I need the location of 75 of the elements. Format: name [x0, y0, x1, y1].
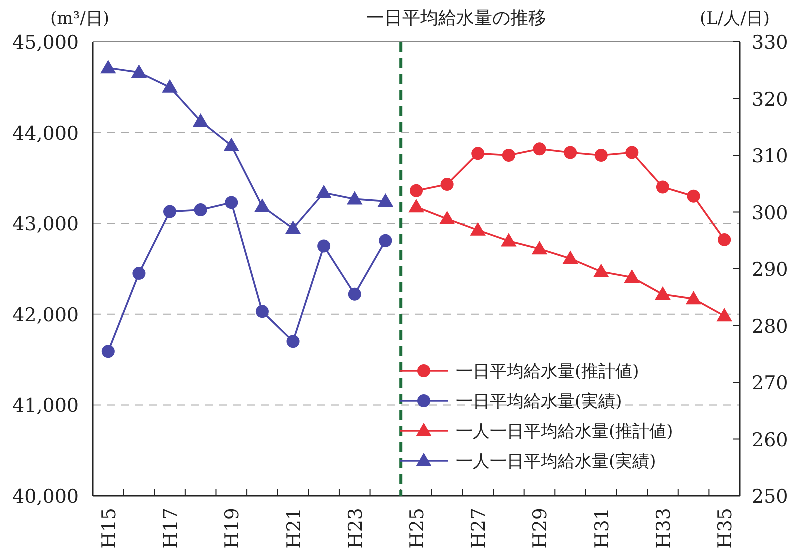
- point: [379, 234, 392, 248]
- point: [225, 196, 238, 210]
- y2-tick-label: 330: [752, 32, 788, 54]
- x-tick-label: H33: [652, 508, 675, 549]
- point: [254, 199, 270, 212]
- point: [224, 138, 240, 152]
- point: [132, 65, 147, 78]
- point: [440, 178, 454, 192]
- y-tick-label: 42,000: [12, 304, 79, 326]
- point: [470, 222, 486, 236]
- point: [100, 60, 116, 74]
- point: [256, 305, 269, 318]
- point: [378, 194, 394, 207]
- y2-tick-label: 250: [752, 486, 788, 508]
- point: [532, 242, 548, 255]
- point: [717, 308, 732, 322]
- point: [686, 292, 702, 305]
- point: [286, 335, 300, 348]
- y2-tick-label: 270: [752, 372, 788, 394]
- y-axis-title: (m³/日): [50, 9, 110, 29]
- y-tick-label: 40,000: [12, 486, 79, 508]
- x-tick-label: H29: [530, 508, 552, 549]
- x-tick-label: H27: [468, 508, 490, 549]
- point: [347, 192, 362, 205]
- x-tick-label: H17: [160, 508, 182, 549]
- x-tick-label: H25: [406, 508, 428, 549]
- legend-label: 一日平均給水量(推計値): [456, 362, 640, 382]
- point: [193, 114, 208, 127]
- point: [718, 233, 732, 246]
- y2-axis-title: (L/人/日): [700, 9, 770, 29]
- point: [502, 149, 516, 162]
- y2-tick-label: 260: [752, 429, 788, 452]
- legend-label: 一日平均給水量(実績): [456, 392, 622, 412]
- x-tick-label: H35: [714, 508, 737, 549]
- point: [164, 205, 177, 218]
- point: [316, 185, 332, 198]
- point: [132, 267, 146, 280]
- point: [687, 190, 700, 203]
- x-tick-label: H19: [222, 508, 244, 549]
- point: [624, 270, 640, 284]
- point: [594, 149, 608, 162]
- point: [440, 212, 455, 225]
- point: [626, 146, 639, 160]
- y2-tick-label: 310: [752, 146, 788, 168]
- y-tick-label: 43,000: [12, 214, 79, 236]
- chart-title: 一日平均給水量の推移: [366, 8, 546, 29]
- point: [594, 264, 609, 278]
- y-tick-label: 41,000: [12, 395, 79, 418]
- point: [102, 345, 115, 358]
- y2-tick-label: 320: [752, 88, 788, 111]
- point: [533, 142, 546, 156]
- y2-tick-label: 280: [752, 316, 788, 338]
- y-tick-label: 44,000: [12, 122, 79, 145]
- y2-tick-label: 290: [752, 259, 788, 281]
- x-tick-label: H23: [344, 508, 367, 549]
- y-tick-label: 45,000: [12, 32, 79, 54]
- point: [472, 147, 485, 160]
- point: [410, 184, 423, 198]
- point: [318, 240, 331, 253]
- point: [563, 251, 578, 264]
- point: [194, 203, 208, 216]
- y2-tick-label: 300: [752, 202, 788, 224]
- point: [348, 288, 362, 301]
- x-tick-label: H21: [283, 508, 306, 549]
- point: [409, 200, 424, 213]
- x-tick-label: H15: [98, 508, 120, 549]
- x-tick-label: H31: [591, 508, 614, 549]
- legend-label: 一人一日平均給水量(実績): [456, 452, 656, 472]
- point: [656, 180, 670, 194]
- point: [501, 234, 516, 247]
- point: [162, 80, 178, 93]
- point: [564, 146, 578, 160]
- point: [655, 287, 670, 300]
- legend-label: 一人一日平均給水量(推計値): [456, 422, 674, 442]
- point: [286, 221, 301, 234]
